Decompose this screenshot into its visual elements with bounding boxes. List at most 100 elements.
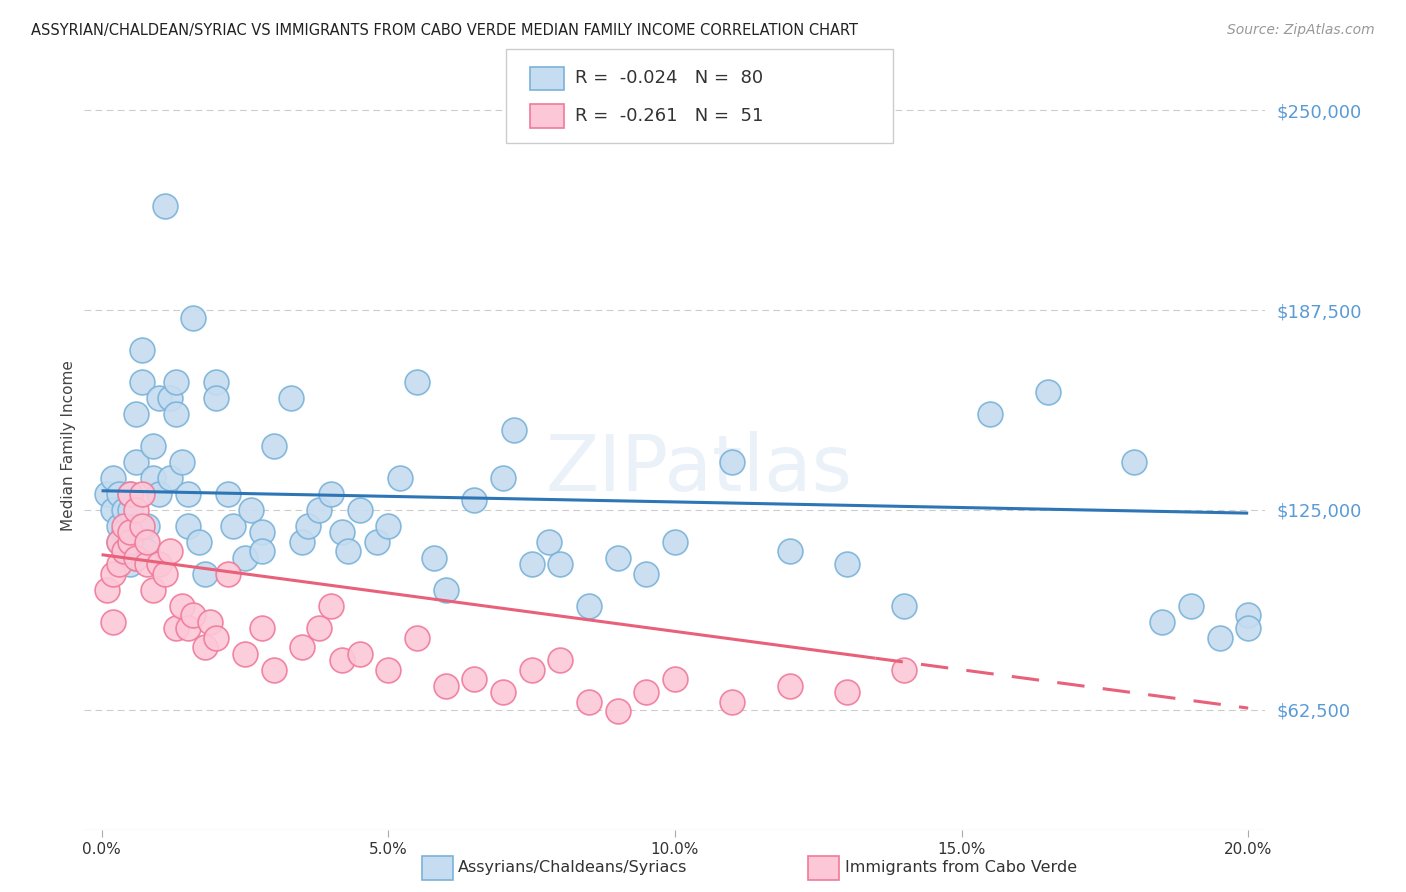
Point <box>125 455 148 469</box>
Point <box>176 487 198 501</box>
Point <box>120 558 142 572</box>
Point <box>250 525 273 540</box>
Point <box>291 640 314 655</box>
Point <box>291 534 314 549</box>
Point <box>120 503 142 517</box>
Point <box>142 439 165 453</box>
Point <box>136 544 159 558</box>
Point <box>205 631 228 645</box>
Point <box>366 534 388 549</box>
Point <box>153 566 176 581</box>
Point <box>148 391 170 405</box>
Point <box>153 199 176 213</box>
Point <box>188 534 211 549</box>
Text: ASSYRIAN/CHALDEAN/SYRIAC VS IMMIGRANTS FROM CABO VERDE MEDIAN FAMILY INCOME CORR: ASSYRIAN/CHALDEAN/SYRIAC VS IMMIGRANTS F… <box>31 23 858 38</box>
Point <box>148 487 170 501</box>
Point <box>503 423 526 437</box>
Point <box>463 493 485 508</box>
Point <box>101 471 124 485</box>
Point <box>1180 599 1202 613</box>
Point <box>330 525 353 540</box>
Point <box>131 375 153 389</box>
Point <box>1152 615 1174 629</box>
Point <box>239 503 262 517</box>
Point <box>337 544 360 558</box>
Point <box>101 566 124 581</box>
Point <box>463 673 485 687</box>
Point <box>721 455 744 469</box>
Point <box>194 640 217 655</box>
Point <box>721 695 744 709</box>
Point <box>893 599 915 613</box>
Point <box>107 534 129 549</box>
Point <box>125 519 148 533</box>
Point <box>377 519 399 533</box>
Point <box>779 679 801 693</box>
Point <box>222 519 245 533</box>
Text: Immigrants from Cabo Verde: Immigrants from Cabo Verde <box>845 860 1077 874</box>
Point <box>176 519 198 533</box>
Point <box>131 519 153 533</box>
Point <box>263 663 285 677</box>
Point <box>96 487 118 501</box>
Point <box>200 615 222 629</box>
Point <box>142 471 165 485</box>
Point <box>406 375 429 389</box>
Point <box>107 534 129 549</box>
Point <box>349 647 371 661</box>
Point <box>835 685 858 699</box>
Point <box>388 471 411 485</box>
Point <box>893 663 915 677</box>
Point <box>492 471 515 485</box>
Point <box>120 525 142 540</box>
Text: R =  -0.024   N =  80: R = -0.024 N = 80 <box>575 70 763 87</box>
Point <box>1237 621 1260 635</box>
Point <box>492 685 515 699</box>
Point <box>96 582 118 597</box>
Point <box>142 582 165 597</box>
Point <box>1036 384 1059 399</box>
Point <box>979 407 1001 421</box>
Point <box>330 653 353 667</box>
Point <box>217 566 239 581</box>
Point <box>165 621 187 635</box>
Point <box>434 679 457 693</box>
Y-axis label: Median Family Income: Median Family Income <box>60 360 76 532</box>
Point <box>120 487 142 501</box>
Point <box>636 685 658 699</box>
Point <box>101 503 124 517</box>
Point <box>233 647 256 661</box>
Point <box>107 558 129 572</box>
Point <box>263 439 285 453</box>
Point <box>159 544 181 558</box>
Text: ZIPatlas: ZIPatlas <box>546 431 852 507</box>
Point <box>114 519 136 533</box>
Point <box>194 566 217 581</box>
Point <box>165 375 187 389</box>
Point <box>434 582 457 597</box>
Point <box>148 558 170 572</box>
Point <box>319 599 342 613</box>
Point <box>114 544 136 558</box>
Point <box>176 621 198 635</box>
Point <box>423 550 446 565</box>
Point <box>125 407 148 421</box>
Point <box>548 653 571 667</box>
Point <box>537 534 560 549</box>
Point <box>664 534 686 549</box>
Point <box>125 550 148 565</box>
Point <box>114 503 136 517</box>
Point <box>1208 631 1230 645</box>
Point <box>165 407 187 421</box>
Point <box>297 519 319 533</box>
Point <box>136 534 159 549</box>
Point <box>520 558 543 572</box>
Point <box>181 608 204 623</box>
Point <box>159 391 181 405</box>
Point <box>548 558 571 572</box>
Point <box>233 550 256 565</box>
Point <box>120 487 142 501</box>
Point <box>181 311 204 326</box>
Point <box>779 544 801 558</box>
Point <box>120 544 142 558</box>
